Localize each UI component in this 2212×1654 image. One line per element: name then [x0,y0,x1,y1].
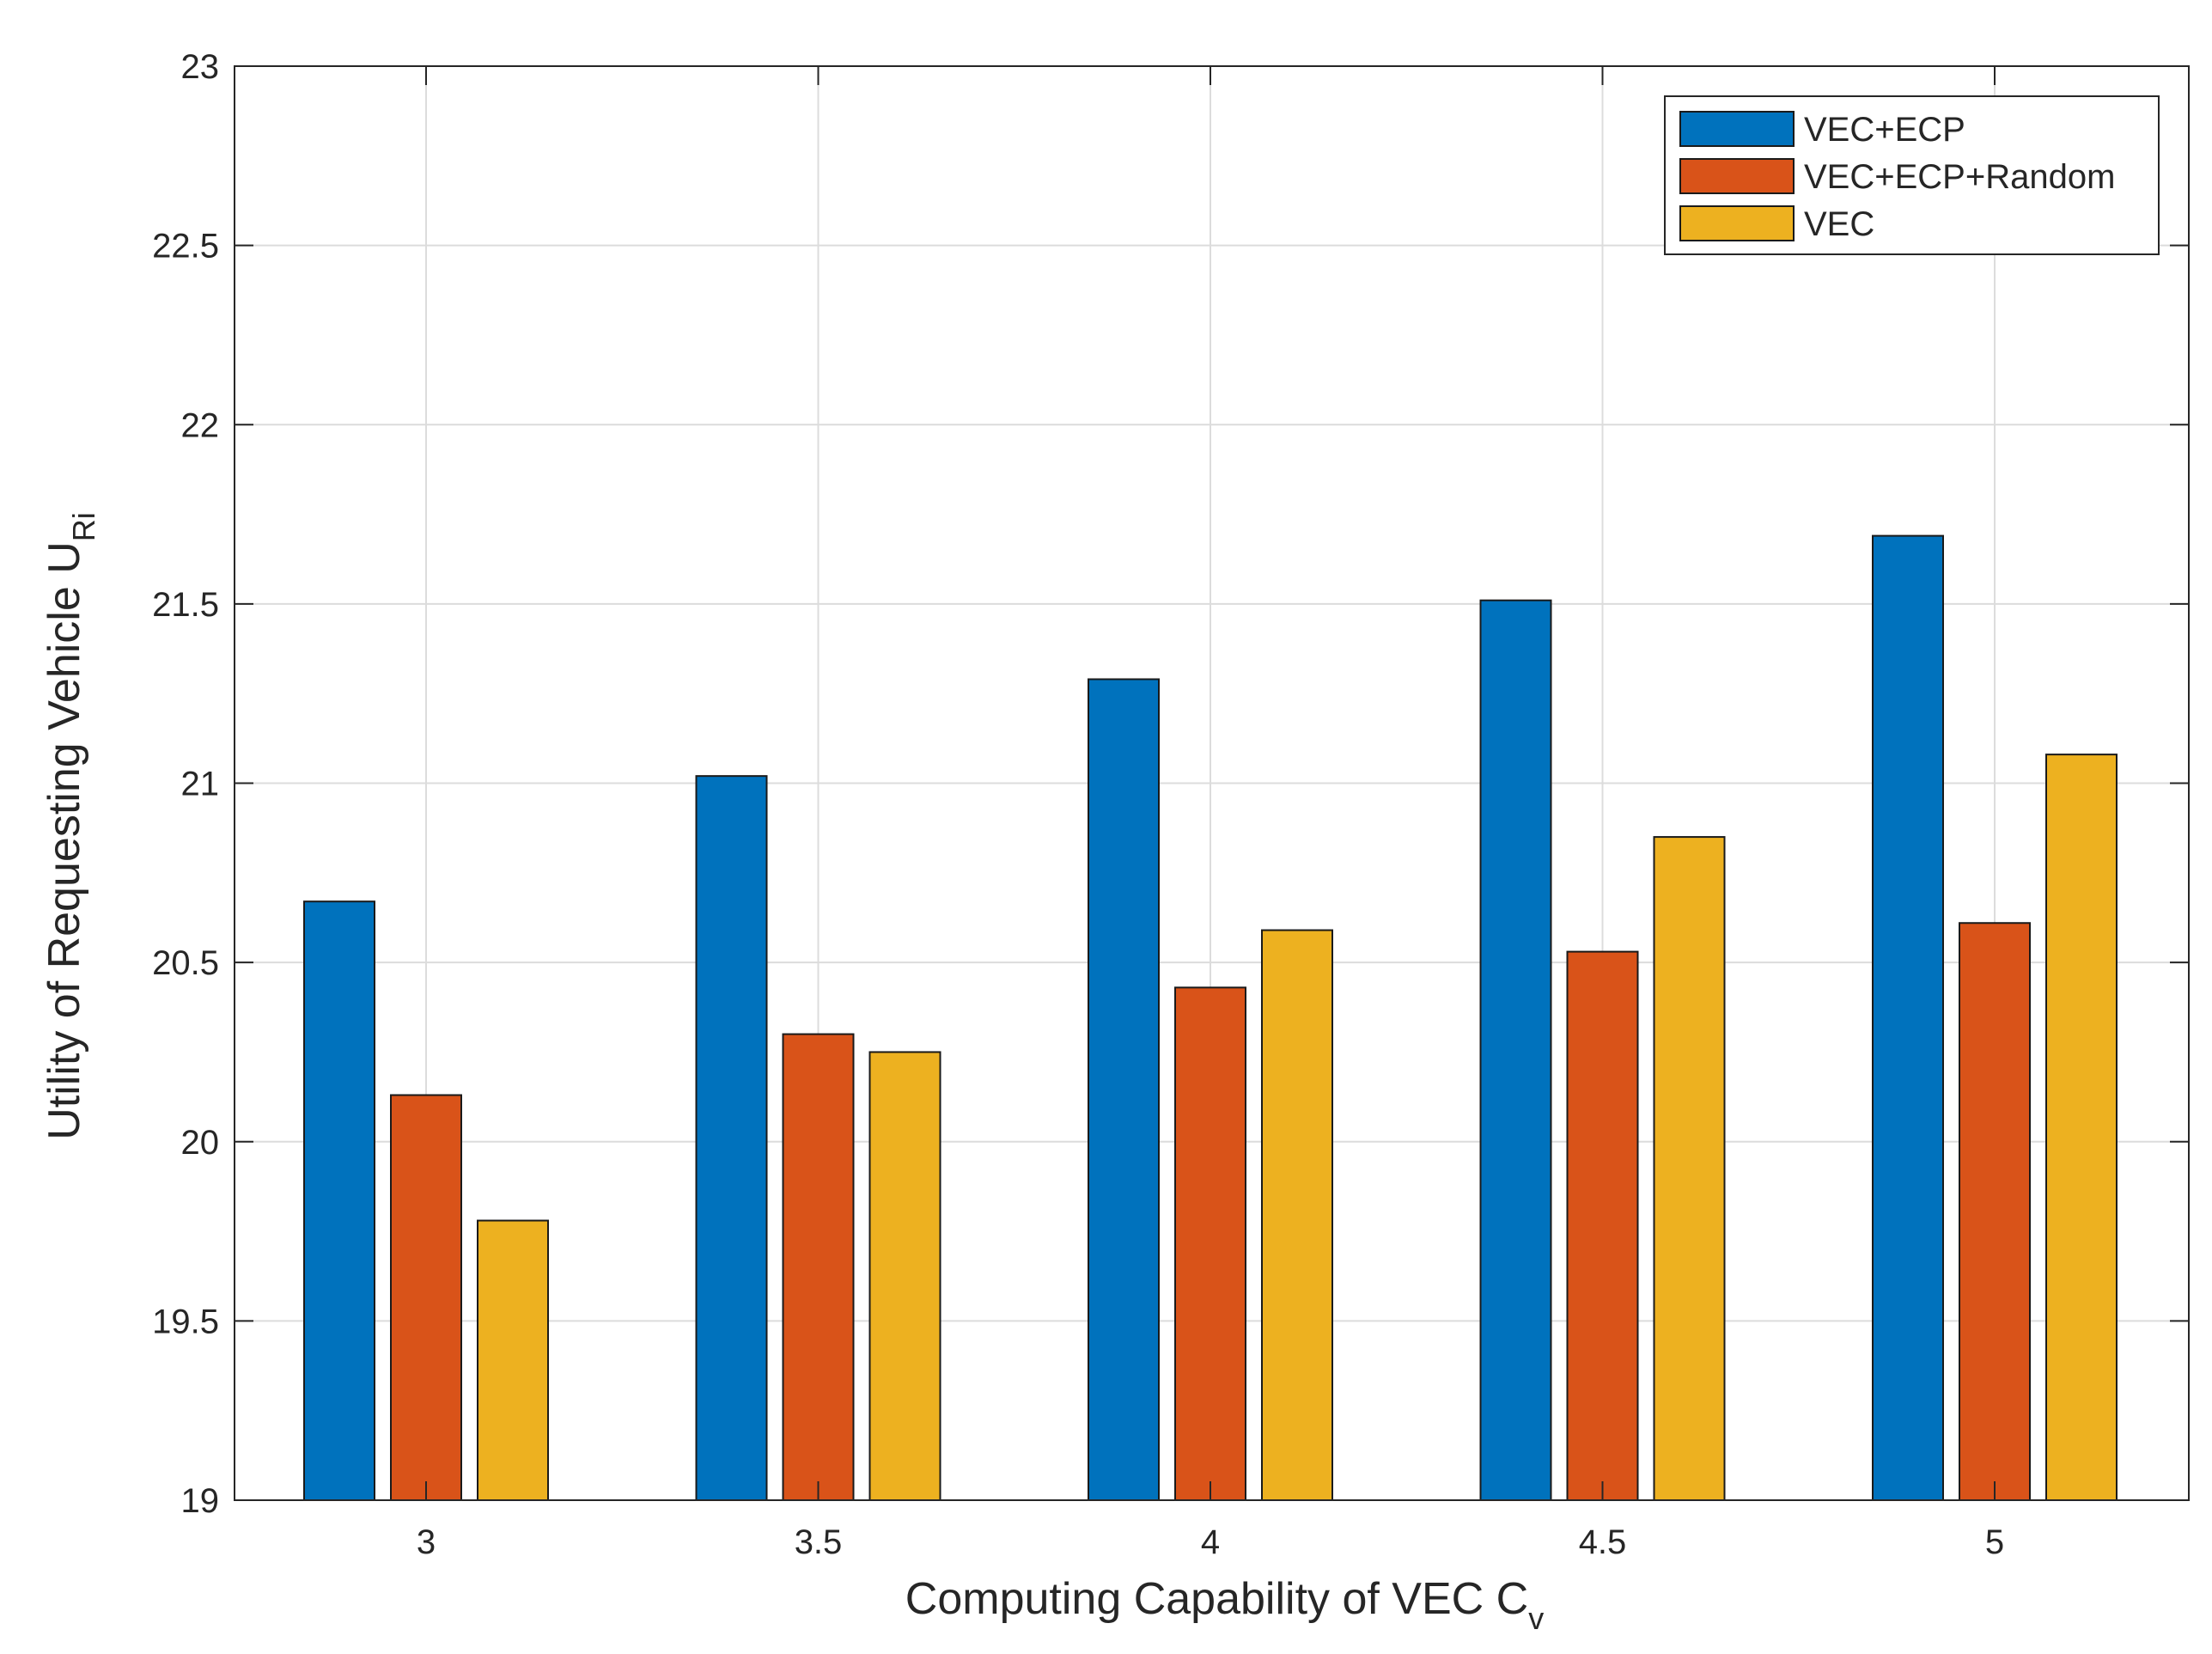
x-tick-label: 3.5 [795,1523,843,1561]
legend: VEC+ECP VEC+ECP+Random VEC [1664,95,2160,255]
y-tick-label: 21.5 [152,586,219,624]
legend-label: VEC+ECP [1804,111,1965,149]
x-axis-title-subscript: v [1528,1601,1544,1636]
bar-vec [2045,754,2118,1501]
bar-vec [868,1051,941,1501]
y-axis-title-main: Utility of Requesting Vehicle U [40,541,89,1140]
bar-vec [1653,836,1726,1501]
y-tick-label: 23 [181,48,220,86]
x-tick-label: 5 [1985,1523,2004,1561]
bars [303,534,2118,1502]
y-tick-label: 22.5 [152,228,219,265]
bar-vec-ecp-random [782,1033,855,1501]
legend-label: VEC [1804,205,1874,243]
y-tick-label: 21 [181,766,220,803]
x-axis-ticks: 3 3.5 4 4.5 5 [417,66,2004,1561]
bar-vec-ecp [303,900,375,1501]
bar-vec-ecp-random [1566,950,1639,1502]
bar-vec-ecp [1872,534,1944,1501]
bar-vec [1261,929,1333,1501]
y-tick-label: 20 [181,1124,220,1162]
bar-vec-ecp [1088,678,1160,1501]
y-axis-title-subscript: Ri [66,512,101,541]
y-tick-label: 19 [181,1482,220,1520]
x-axis-title-main: Computing Capability of VEC C [905,1574,1528,1624]
legend-swatch [1679,111,1795,147]
y-axis-ticks: 19 19.5 20 20.5 21 21.5 22 22.5 23 [152,48,2189,1520]
x-axis-title: Computing Capability of VEC Cv [905,1574,1544,1636]
x-tick-label: 4.5 [1579,1523,1627,1561]
legend-swatch [1679,158,1795,194]
x-tick-label: 3 [417,1523,436,1561]
legend-label: VEC+ECP+Random [1804,158,2115,196]
y-tick-label: 20.5 [152,944,219,982]
bar-vec-ecp [1479,599,1552,1501]
bar-vec [477,1219,549,1502]
bar-vec-ecp-random [390,1094,462,1501]
bar-vec-ecp [695,775,768,1501]
legend-swatch [1679,205,1795,241]
bar-vec-ecp-random [1959,922,2031,1502]
y-tick-label: 19.5 [152,1303,219,1340]
y-tick-label: 22 [181,406,220,444]
y-axis-title: Utility of Requesting Vehicle URi [40,512,101,1140]
bar-vec-ecp-random [1174,986,1246,1501]
x-tick-label: 4 [1201,1523,1220,1561]
